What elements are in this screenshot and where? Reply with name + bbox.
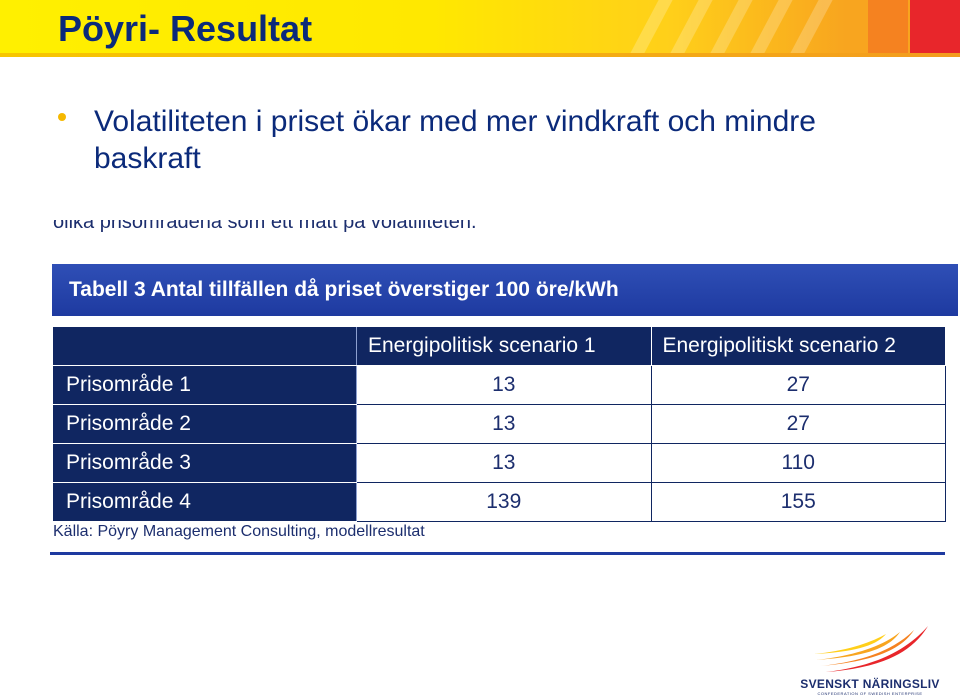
value-scenario-2: 155: [650, 482, 946, 522]
logo-name: SVENSKT NÄRINGSLIV: [800, 677, 940, 691]
table-title: Tabell 3 Antal tillfällen då priset över…: [52, 264, 958, 316]
excerpt-cut-text: olika prisområdena som ett mått på volat…: [53, 220, 573, 242]
header-stripe: [616, 0, 678, 57]
table-row: Prisområde 1 13 27: [52, 365, 946, 405]
table-header-row: Energipolitisk scenario 1 Energipolitisk…: [52, 327, 946, 366]
value-scenario-1: 13: [356, 443, 652, 483]
bullet-dot-icon: [58, 113, 66, 121]
value-scenario-2: 110: [650, 443, 946, 483]
header-orange-block: [868, 0, 908, 57]
header-red-block: [910, 0, 960, 57]
table-row: Prisområde 3 13 110: [52, 443, 946, 483]
table-header-empty: [52, 327, 357, 366]
table-row: Prisområde 4 139 155: [52, 482, 946, 522]
row-label: Prisområde 1: [52, 365, 357, 405]
logo-tagline: CONFEDERATION OF SWEDISH ENTERPRISE: [817, 691, 923, 696]
value-scenario-1: 13: [356, 404, 652, 444]
slide-title: Pöyri- Resultat: [58, 8, 313, 49]
excerpt-cut-text-content: olika prisområdena som ett mått på volat…: [53, 220, 477, 233]
value-scenario-2: 27: [650, 404, 946, 444]
source-note: Källa: Pöyry Management Consulting, mode…: [53, 523, 425, 540]
row-label: Prisområde 4: [52, 482, 357, 522]
value-scenario-2: 27: [650, 365, 946, 405]
value-scenario-1: 139: [356, 482, 652, 522]
logo-wing-icon: [814, 626, 928, 672]
row-label: Prisområde 3: [52, 443, 357, 483]
table-row: Prisområde 2 13 27: [52, 404, 946, 444]
value-scenario-1: 13: [356, 365, 652, 405]
results-table: Energipolitisk scenario 1 Energipolitisk…: [52, 327, 946, 522]
row-label: Prisområde 2: [52, 404, 357, 444]
header-band: [0, 0, 960, 57]
bottom-rule: [50, 552, 945, 555]
logo: SVENSKT NÄRINGSLIV CONFEDERATION OF SWED…: [800, 622, 940, 696]
table-header-scenario-1: Energipolitisk scenario 1: [356, 327, 652, 366]
table-header-scenario-2: Energipolitiskt scenario 2: [650, 327, 946, 366]
bullet-text: Volatiliteten i priset ökar med mer vind…: [94, 105, 816, 175]
header-underline: [0, 53, 960, 57]
